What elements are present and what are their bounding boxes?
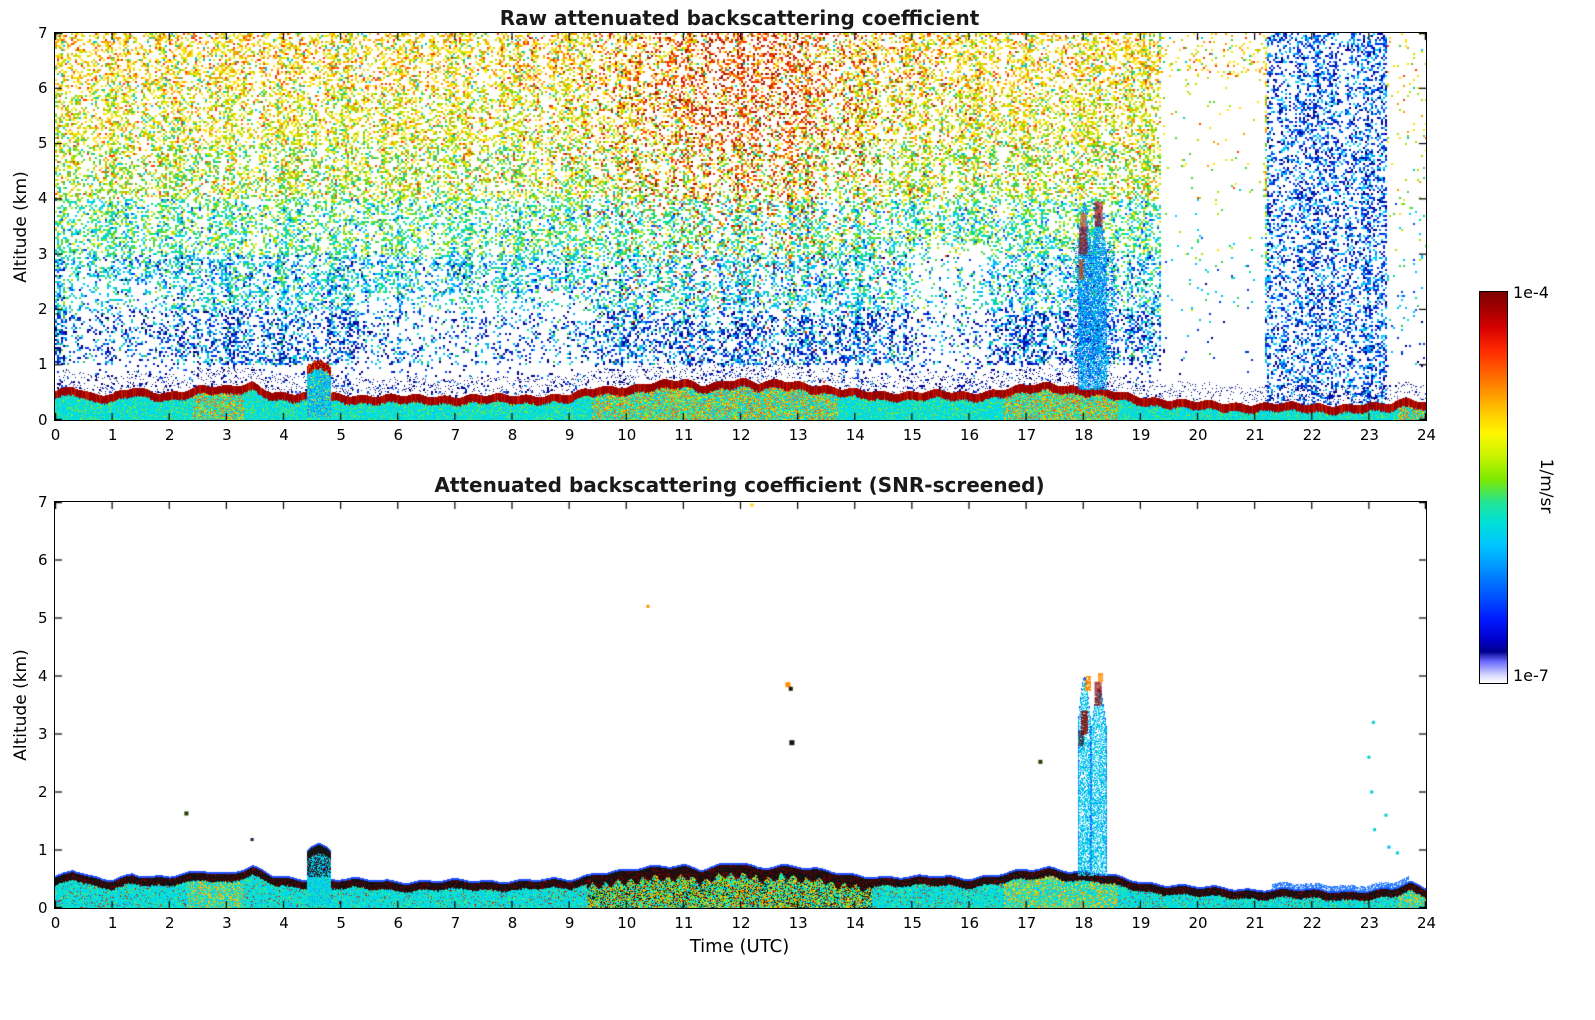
x-tick-label: 17 <box>1017 425 1037 444</box>
y-tick-label: 0 <box>37 898 48 917</box>
x-tick-label: 0 <box>50 913 61 932</box>
x-tick-label: 6 <box>393 913 404 932</box>
y-tick-label: 7 <box>37 23 48 42</box>
panel2-ylabel: Altitude (km) <box>11 649 31 761</box>
x-tick-label: 3 <box>222 913 232 932</box>
x-tick-label: 11 <box>674 425 694 444</box>
y-tick-label: 5 <box>37 608 48 627</box>
y-tick-label: 1 <box>37 355 48 374</box>
x-tick-label: 7 <box>450 425 461 444</box>
x-tick-label: 3 <box>222 425 232 444</box>
x-tick-label: 2 <box>164 913 175 932</box>
panel1-plot-frame <box>54 32 1427 421</box>
x-tick-label: 12 <box>731 913 751 932</box>
colorbar-gradient <box>1480 292 1507 683</box>
x-axis-label: Time (UTC) <box>689 936 790 957</box>
y-tick-label: 0 <box>37 410 48 429</box>
x-tick-label: 19 <box>1131 425 1151 444</box>
x-tick-label: 1 <box>107 425 118 444</box>
x-tick-label: 24 <box>1416 425 1437 444</box>
x-tick-label: 11 <box>674 913 694 932</box>
panel2-plot-frame <box>54 501 1427 909</box>
x-tick-label: 17 <box>1017 913 1037 932</box>
panel1-title: Raw attenuated backscattering coefficien… <box>499 6 980 30</box>
y-tick-label: 7 <box>37 492 48 511</box>
x-tick-label: 5 <box>336 913 346 932</box>
x-tick-label: 7 <box>450 913 461 932</box>
x-tick-label: 18 <box>1074 913 1094 932</box>
colorbar-max-label: 1e-4 <box>1513 283 1549 302</box>
x-tick-label: 19 <box>1131 913 1151 932</box>
y-tick-label: 1 <box>37 840 48 859</box>
x-tick-label: 24 <box>1416 913 1437 932</box>
x-tick-label: 14 <box>845 913 865 932</box>
x-tick-label: 4 <box>279 913 289 932</box>
x-tick-label: 9 <box>564 425 575 444</box>
x-tick-label: 12 <box>731 425 751 444</box>
x-tick-label: 10 <box>617 425 637 444</box>
x-tick-label: 13 <box>788 425 808 444</box>
x-tick-label: 5 <box>336 425 346 444</box>
x-tick-label: 2 <box>164 425 175 444</box>
x-tick-label: 13 <box>788 913 808 932</box>
x-tick-label: 8 <box>507 425 518 444</box>
y-tick-label: 5 <box>37 134 48 153</box>
x-tick-label: 21 <box>1245 425 1265 444</box>
colorbar-min-label: 1e-7 <box>1513 666 1549 685</box>
y-tick-label: 2 <box>37 299 48 318</box>
x-tick-label: 16 <box>959 425 980 444</box>
x-tick-label: 10 <box>617 913 637 932</box>
x-tick-label: 6 <box>393 425 404 444</box>
x-tick-label: 20 <box>1188 425 1208 444</box>
y-tick-label: 6 <box>37 550 48 569</box>
x-tick-label: 15 <box>902 425 922 444</box>
y-tick-label: 3 <box>37 724 48 743</box>
x-tick-label: 16 <box>959 913 980 932</box>
x-tick-label: 4 <box>279 425 289 444</box>
x-tick-label: 9 <box>564 913 575 932</box>
y-tick-label: 4 <box>37 666 48 685</box>
colorbar <box>1479 291 1508 684</box>
x-tick-label: 0 <box>50 425 61 444</box>
x-tick-label: 20 <box>1188 913 1208 932</box>
x-tick-label: 1 <box>107 913 118 932</box>
panel1-ylabel: Altitude (km) <box>11 171 31 283</box>
y-tick-label: 6 <box>37 78 48 97</box>
x-tick-label: 21 <box>1245 913 1265 932</box>
y-tick-label: 4 <box>37 189 48 208</box>
panel2-heatmap <box>55 502 1426 908</box>
x-tick-label: 15 <box>902 913 922 932</box>
x-tick-label: 18 <box>1074 425 1094 444</box>
x-tick-label: 23 <box>1359 913 1379 932</box>
x-tick-label: 8 <box>507 913 518 932</box>
x-tick-label: 22 <box>1302 425 1322 444</box>
x-tick-label: 23 <box>1359 425 1379 444</box>
panel1-heatmap <box>55 33 1426 420</box>
colorbar-unit-label: 1/m/sr <box>1536 458 1556 514</box>
y-tick-label: 2 <box>37 782 48 801</box>
panel2-title: Attenuated backscattering coefficient (S… <box>434 473 1045 497</box>
y-tick-label: 3 <box>37 244 48 263</box>
x-tick-label: 14 <box>845 425 865 444</box>
x-tick-label: 22 <box>1302 913 1322 932</box>
